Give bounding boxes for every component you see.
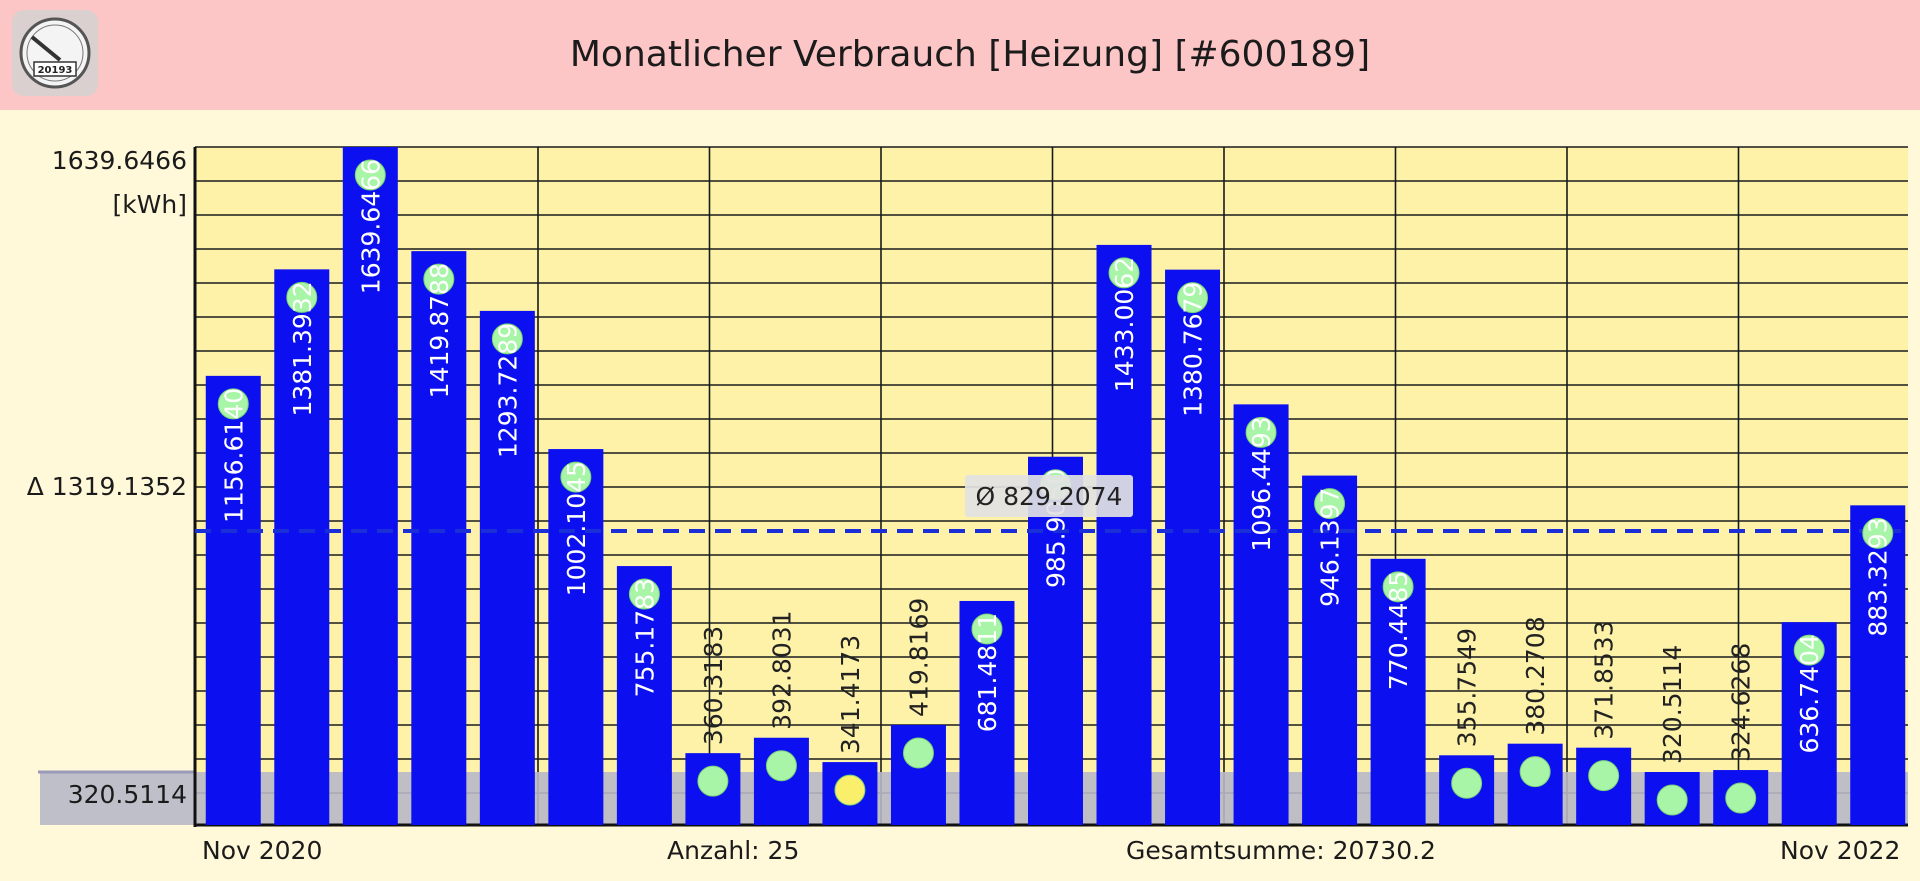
data-point-marker <box>1793 634 1825 666</box>
bar <box>1370 558 1426 825</box>
data-point-marker <box>1725 782 1757 814</box>
bar <box>205 375 261 825</box>
mean-label: Ø 829.2074 <box>976 482 1123 511</box>
logo-text: 20193 <box>38 65 73 76</box>
header-bar: 20193 Monatlicher Verbrauch [Heizung] [#… <box>0 0 1920 110</box>
bar-value-label: 1293.7289 <box>493 323 522 458</box>
data-point-marker <box>354 159 386 191</box>
bar-value-label: 1156.6140 <box>219 388 248 523</box>
meter-logo[interactable]: 20193 <box>12 10 98 96</box>
x-end-label: Nov 2022 <box>1780 836 1901 865</box>
bar-value-label: 755.1783 <box>630 578 659 697</box>
bar-value-label: 355.7549 <box>1453 628 1482 747</box>
data-point-marker <box>971 613 1003 645</box>
bar-value-label: 419.8169 <box>904 598 933 717</box>
bar-value-label: 341.4173 <box>836 635 865 754</box>
bar-value-label: 392.8031 <box>767 610 796 729</box>
bar-value-label: 1096.4493 <box>1247 416 1276 551</box>
bar-value-label: 320.5114 <box>1658 645 1687 764</box>
data-point-marker <box>560 461 592 493</box>
data-point-marker <box>697 765 729 797</box>
data-point-marker <box>1382 571 1414 603</box>
bar-value-label: 1380.7679 <box>1179 282 1208 417</box>
x-start-label: Nov 2020 <box>202 836 323 865</box>
bar-value-label: 1433.0062 <box>1110 257 1139 392</box>
bar-value-label: 1381.3932 <box>288 281 317 416</box>
bar <box>274 269 330 825</box>
data-point-marker <box>902 737 934 769</box>
data-point-marker <box>491 323 523 355</box>
bar <box>1028 456 1083 825</box>
bar <box>1165 269 1221 825</box>
bar-value-label: 324.6268 <box>1727 643 1756 762</box>
bar-value-label: 380.2708 <box>1521 616 1550 735</box>
bar-value-label: 883.3293 <box>1864 517 1893 636</box>
gauge-icon: 20193 <box>19 17 91 89</box>
bar-value-label: 636.7404 <box>1795 634 1824 753</box>
bar <box>479 310 535 825</box>
data-point-marker <box>1108 257 1140 289</box>
count-label: Anzahl: 25 <box>667 836 800 865</box>
data-point-marker <box>1519 756 1551 788</box>
bar-value-label: 681.4811 <box>973 613 1002 732</box>
data-point-marker <box>1314 488 1346 520</box>
y-unit-label: [kWh] <box>112 190 187 219</box>
data-point-marker <box>765 750 797 782</box>
bar-value-label: 1639.6466 <box>356 159 385 294</box>
total-label: Gesamtsumme: 20730.2 <box>1126 836 1436 865</box>
bar-value-label: 1419.8788 <box>425 263 454 398</box>
data-point-marker <box>1588 760 1620 792</box>
bar <box>411 251 467 825</box>
bar <box>1302 475 1358 825</box>
bar-value-label: 1002.1045 <box>562 461 591 596</box>
bar-value-label: 360.3183 <box>699 626 728 745</box>
data-point-marker <box>286 281 318 313</box>
y-delta-label: Δ 1319.1352 <box>26 472 187 501</box>
data-point-marker <box>423 263 455 295</box>
bar <box>548 449 604 825</box>
data-point-marker <box>1862 517 1894 549</box>
data-point-marker <box>1451 767 1483 799</box>
chart-title: Monatlicher Verbrauch [Heizung] [#600189… <box>569 34 1371 75</box>
bar-value-label: 371.8533 <box>1590 620 1619 739</box>
bar <box>342 147 398 825</box>
bar-value-label: 770.4485 <box>1384 571 1413 690</box>
data-point-marker <box>1245 416 1277 448</box>
data-point-marker <box>1177 282 1209 314</box>
data-point-marker <box>628 578 660 610</box>
data-point-marker <box>1656 784 1688 816</box>
mean-label-box <box>965 475 1133 517</box>
bar-value-label: 946.1397 <box>1316 488 1345 607</box>
data-point-marker <box>834 774 866 806</box>
y-max-label: 1639.6466 <box>51 146 187 175</box>
bar <box>1850 505 1906 825</box>
y-min-label: 320.5114 <box>67 780 187 809</box>
bar <box>1096 244 1152 825</box>
data-point-marker <box>217 388 249 420</box>
bar <box>1233 404 1289 825</box>
